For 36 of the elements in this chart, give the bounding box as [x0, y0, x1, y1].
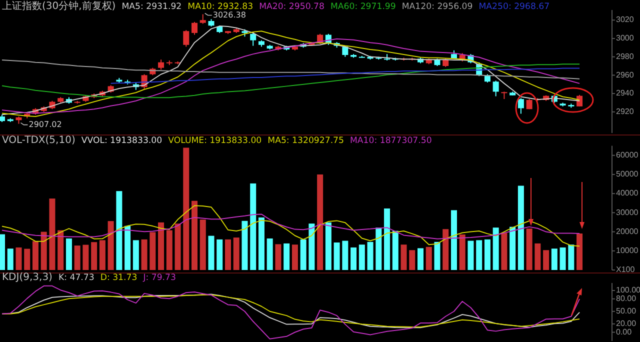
y-tick-label: 3000	[616, 34, 634, 43]
y-tick-label: 2980	[616, 52, 634, 61]
text: MA10: 2932.83	[188, 2, 254, 12]
y-tick-label: 50.00	[616, 306, 637, 316]
chart-title: 上证指数(30分钟,前复权)	[2, 0, 116, 12]
y-tick-label: 60000	[616, 150, 639, 160]
y-tick-label: 100.00	[616, 286, 640, 295]
y-tick-label: 20.00	[616, 319, 637, 328]
y-tick-label: 80.00	[616, 294, 637, 303]
annotation: 3026.38	[212, 10, 246, 20]
y-tick-label: 10000	[616, 246, 639, 255]
chart-subtitle: VVOL: 1913833.00	[81, 136, 162, 146]
annotation: 2907.02	[28, 120, 62, 129]
series-label: J: 79.73	[142, 273, 176, 283]
text: MA120: 2956.09	[402, 2, 473, 12]
text: MA10: 1877307.50	[350, 136, 432, 146]
chart-title: VOL-TDX(5,10)	[2, 135, 76, 146]
y-tick-label: 2920	[616, 106, 634, 116]
text: MA20: 2950.78	[259, 2, 324, 12]
y-tick-label: 30000	[616, 208, 639, 217]
series-label: D: 31.73	[100, 273, 138, 283]
text: MA60: 2971.99	[330, 2, 396, 12]
chart-title: KDJ(9,3,3)	[2, 272, 53, 283]
text: MA5: 1320927.75	[268, 136, 344, 146]
y-tick-label: 2960	[616, 70, 634, 80]
text: MA250: 2968.67	[478, 2, 550, 12]
series-label: K: 47.73	[58, 273, 94, 283]
text: MA5: 2931.92	[122, 2, 182, 12]
annotation: VOLUME: 1913833.00	[168, 136, 262, 146]
y-tick-label: 50000	[616, 170, 639, 179]
y-tick-label: 40000	[616, 188, 639, 198]
y-tick-label: 3020	[616, 15, 634, 24]
y-tick-label: 0.00	[616, 327, 632, 336]
y-tick-label: 2940	[616, 88, 634, 98]
y-tick-label: 20000	[616, 226, 639, 236]
y-tick-label: X100	[616, 265, 636, 274]
